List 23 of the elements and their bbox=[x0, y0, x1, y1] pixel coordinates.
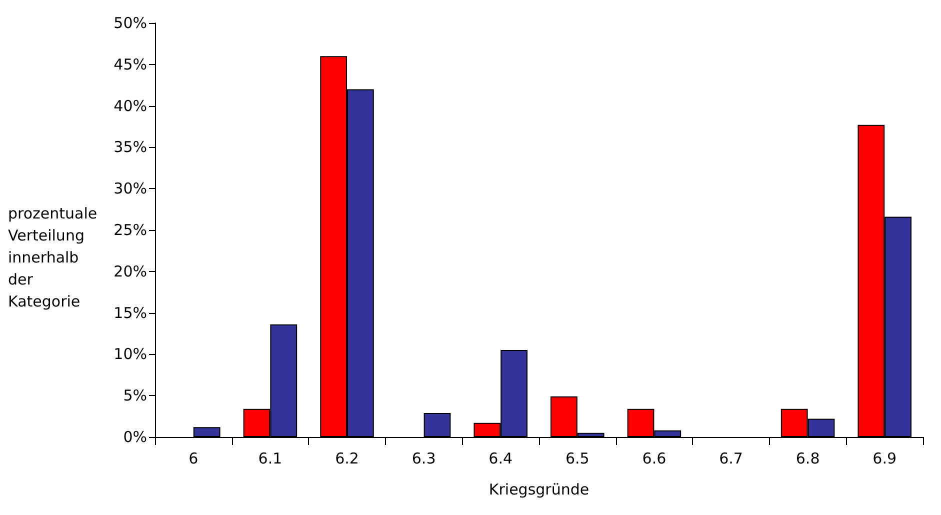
x-tick-label: 6.7 bbox=[719, 450, 743, 468]
y-tick-label: 0% bbox=[123, 428, 147, 446]
y-tick-label: 30% bbox=[114, 180, 147, 198]
x-tick-label: 6.5 bbox=[565, 450, 590, 468]
y-tick-label: 35% bbox=[114, 138, 147, 156]
x-tick-label: 6.1 bbox=[258, 450, 282, 468]
y-tick-label: 5% bbox=[123, 386, 147, 405]
y-axis-title: prozentuale Verteilung innerhalb der Kategorie bbox=[8, 204, 102, 310]
x-tick-label: 6.9 bbox=[872, 450, 897, 468]
x-tick-label: 6.2 bbox=[335, 450, 359, 468]
x-tick-label: 6.4 bbox=[488, 450, 513, 468]
y-tick-label: 15% bbox=[114, 304, 147, 322]
y-tick-label: 40% bbox=[114, 96, 147, 115]
x-tick-label: 6 bbox=[188, 450, 198, 468]
x-tick-label: 6.3 bbox=[412, 450, 436, 468]
x-axis-title: Kriegsgründe bbox=[488, 480, 590, 498]
x-tick-label: 6.6 bbox=[642, 450, 666, 468]
y-tick-label: 50% bbox=[114, 14, 147, 32]
y-tick-label: 45% bbox=[114, 55, 147, 74]
x-tick-label: 6.8 bbox=[796, 450, 820, 468]
y-tick-label: 20% bbox=[114, 262, 147, 280]
y-tick-label: 10% bbox=[114, 345, 147, 364]
y-tick-label: 25% bbox=[114, 221, 147, 239]
